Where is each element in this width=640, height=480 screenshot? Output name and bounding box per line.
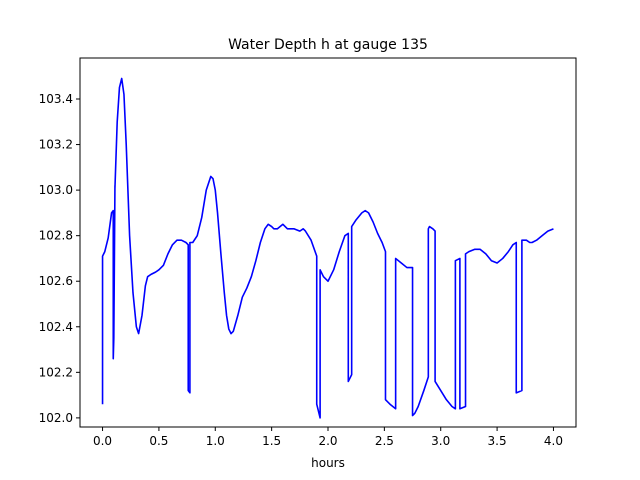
chart-title: Water Depth h at gauge 135 bbox=[228, 37, 428, 53]
y-tick-label: 102.2 bbox=[39, 365, 73, 379]
x-tick-label: 0.5 bbox=[149, 434, 168, 448]
x-tick-label: 3.5 bbox=[488, 434, 507, 448]
x-tick-label: 3.0 bbox=[431, 434, 450, 448]
x-tick-label: 0.0 bbox=[93, 434, 112, 448]
y-axis: 102.0 102.2 102.4 102.6 102.8 103.0 103.2 103.4 bbox=[39, 92, 80, 425]
x-tick-label: 2.0 bbox=[318, 434, 337, 448]
series-line-0 bbox=[101, 77, 554, 419]
x-tick-label: 4.0 bbox=[544, 434, 563, 448]
x-axis: 0.0 0.5 1.0 1.5 2.0 2.5 3.0 3.5 4.0 bbox=[93, 427, 563, 448]
y-tick-label: 102.0 bbox=[39, 411, 73, 425]
x-axis-label: hours bbox=[311, 456, 345, 470]
plot-area bbox=[101, 77, 554, 419]
x-tick-label: 1.0 bbox=[206, 434, 225, 448]
x-tick-label: 2.5 bbox=[375, 434, 394, 448]
y-tick-label: 103.4 bbox=[39, 92, 73, 106]
y-tick-label: 102.6 bbox=[39, 274, 73, 288]
y-tick-label: 102.8 bbox=[39, 229, 73, 243]
y-tick-label: 103.0 bbox=[39, 183, 73, 197]
plot-frame bbox=[79, 57, 577, 428]
x-tick-label: 1.5 bbox=[262, 434, 281, 448]
y-tick-label: 102.4 bbox=[39, 320, 73, 334]
y-tick-label: 103.2 bbox=[39, 138, 73, 152]
